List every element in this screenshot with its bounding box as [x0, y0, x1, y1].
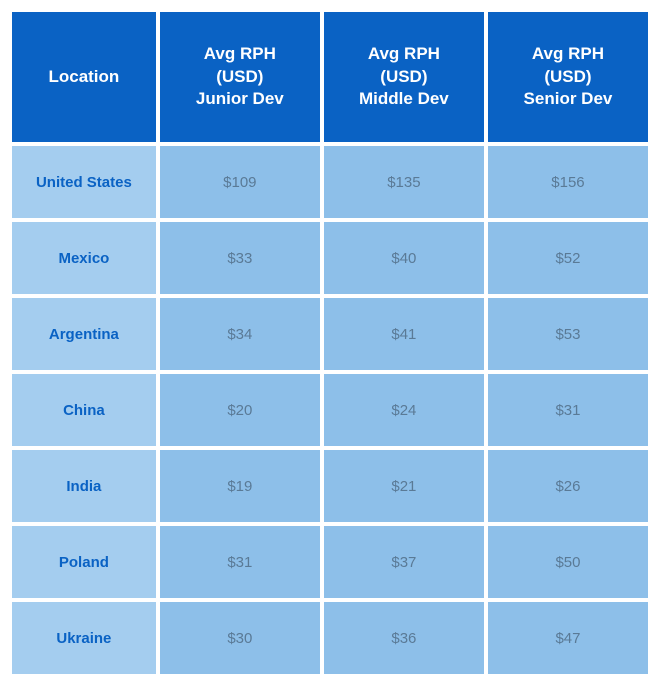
row-value: $109 — [160, 146, 320, 218]
rph-table: Location Avg RPH(USD)Junior Dev Avg RPH(… — [8, 8, 652, 678]
col-header-location: Location — [12, 12, 156, 142]
row-value: $47 — [488, 602, 648, 674]
row-value: $135 — [324, 146, 484, 218]
col-header-senior: Avg RPH(USD)Senior Dev — [488, 12, 648, 142]
row-value: $33 — [160, 222, 320, 294]
row-value: $19 — [160, 450, 320, 522]
row-value: $24 — [324, 374, 484, 446]
row-label: Mexico — [12, 222, 156, 294]
row-value: $40 — [324, 222, 484, 294]
table-row: China$20$24$31 — [12, 374, 648, 446]
table-header-row: Location Avg RPH(USD)Junior Dev Avg RPH(… — [12, 12, 648, 142]
row-label: China — [12, 374, 156, 446]
table-row: Argentina$34$41$53 — [12, 298, 648, 370]
row-value: $36 — [324, 602, 484, 674]
row-value: $53 — [488, 298, 648, 370]
col-header-middle: Avg RPH(USD)Middle Dev — [324, 12, 484, 142]
row-label: Ukraine — [12, 602, 156, 674]
row-value: $34 — [160, 298, 320, 370]
row-value: $30 — [160, 602, 320, 674]
table-row: Poland$31$37$50 — [12, 526, 648, 598]
row-label: United States — [12, 146, 156, 218]
row-value: $41 — [324, 298, 484, 370]
row-value: $52 — [488, 222, 648, 294]
rph-table-container: Location Avg RPH(USD)Junior Dev Avg RPH(… — [8, 8, 652, 678]
row-label: Argentina — [12, 298, 156, 370]
row-value: $20 — [160, 374, 320, 446]
row-value: $31 — [160, 526, 320, 598]
table-row: Ukraine$30$36$47 — [12, 602, 648, 674]
row-value: $156 — [488, 146, 648, 218]
table-row: Mexico$33$40$52 — [12, 222, 648, 294]
table-row: United States$109$135$156 — [12, 146, 648, 218]
col-header-junior: Avg RPH(USD)Junior Dev — [160, 12, 320, 142]
row-value: $50 — [488, 526, 648, 598]
table-row: India$19$21$26 — [12, 450, 648, 522]
row-label: India — [12, 450, 156, 522]
row-value: $31 — [488, 374, 648, 446]
row-value: $37 — [324, 526, 484, 598]
row-value: $21 — [324, 450, 484, 522]
row-label: Poland — [12, 526, 156, 598]
row-value: $26 — [488, 450, 648, 522]
